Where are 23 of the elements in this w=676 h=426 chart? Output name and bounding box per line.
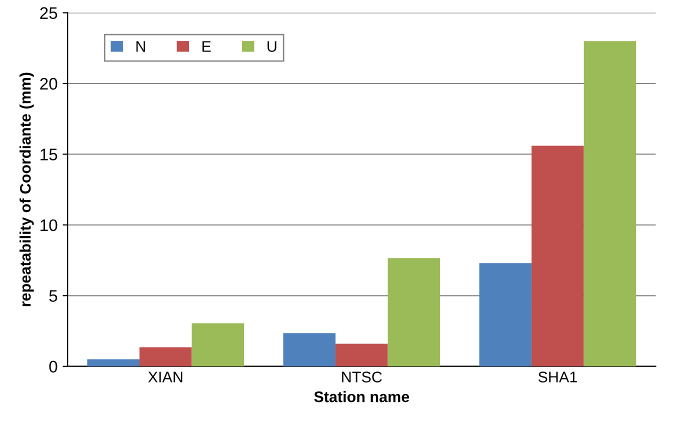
- bar: [87, 359, 140, 366]
- y-tick-label: 5: [49, 290, 58, 302]
- x-tick-label: NTSC: [342, 372, 382, 382]
- y-tick-label: 20: [40, 78, 58, 90]
- legend-label: U: [268, 41, 276, 52]
- bar: [388, 258, 440, 366]
- legend-label: N: [136, 41, 145, 52]
- x-tick-label: XIAN: [148, 372, 182, 382]
- x-tick-label: SHA1: [538, 372, 577, 382]
- bar: [283, 333, 336, 366]
- bar: [139, 347, 192, 366]
- bar: [584, 41, 636, 366]
- bar: [192, 323, 244, 366]
- x-axis-title: Station name: [314, 391, 410, 402]
- bar: [336, 344, 388, 366]
- bar: [532, 146, 584, 366]
- y-tick-label: 10: [40, 219, 58, 232]
- y-tick-label: 25: [40, 7, 58, 19]
- legend-label: E: [202, 41, 211, 52]
- y-tick-label: 15: [40, 148, 58, 160]
- y-axis-title: repeatability of Coordiante (mm): [20, 72, 34, 306]
- bar: [479, 263, 532, 366]
- y-tick-label: 0: [49, 360, 58, 373]
